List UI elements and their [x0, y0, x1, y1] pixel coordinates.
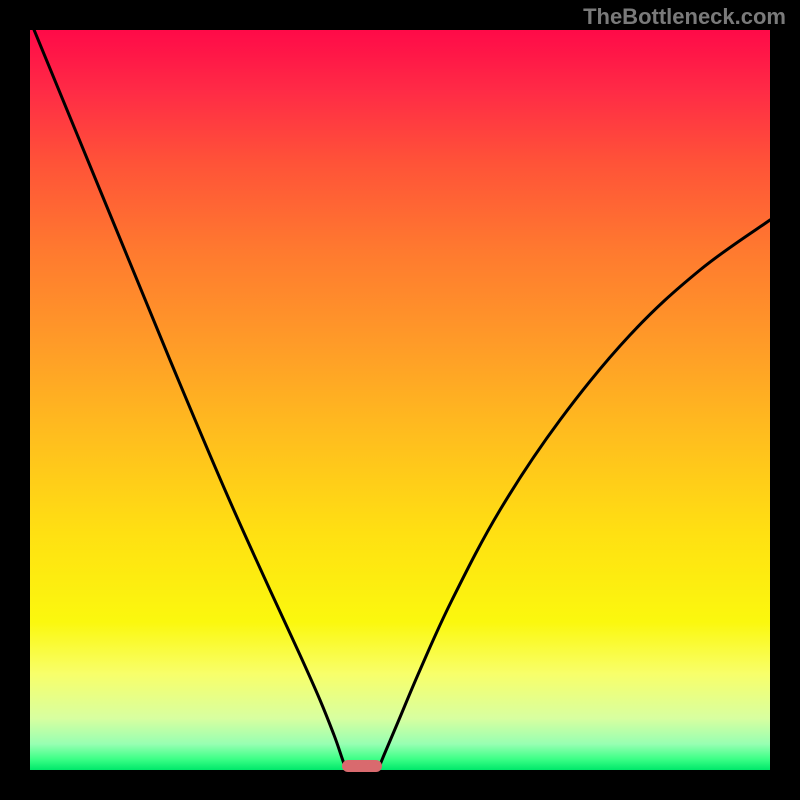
- optimal-marker: [342, 760, 382, 772]
- chart-container: TheBottleneck.com: [0, 0, 800, 800]
- curve-left: [30, 30, 346, 770]
- watermark-text: TheBottleneck.com: [583, 4, 786, 30]
- curve-right: [378, 220, 770, 770]
- bottleneck-curves: [30, 30, 770, 770]
- plot-area: [30, 30, 770, 770]
